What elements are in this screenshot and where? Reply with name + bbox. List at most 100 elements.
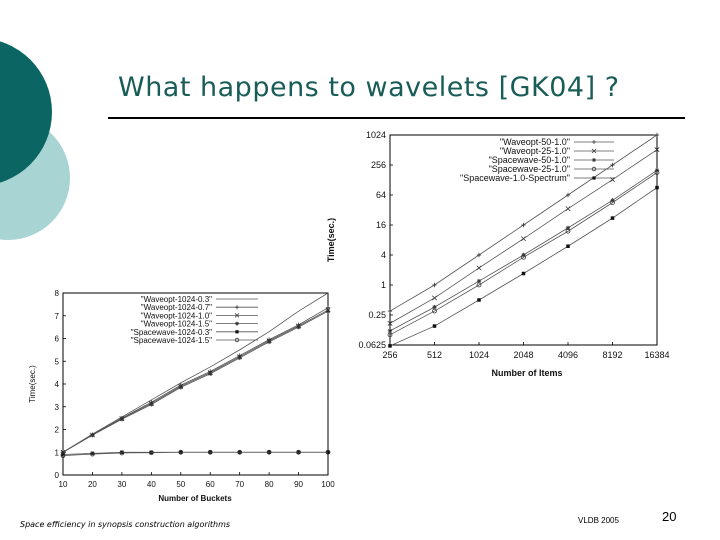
buckets-legend-label: "Waveopt-1024-0.3"	[141, 295, 212, 304]
items-data-point	[432, 324, 437, 328]
items-data-point	[610, 200, 615, 206]
buckets-ytick-label: 7	[55, 312, 60, 321]
items-data-point	[565, 206, 571, 212]
buckets-ytick-label: 8	[55, 289, 60, 298]
buckets-ytick-label: 3	[55, 403, 60, 412]
buckets-data-point	[90, 451, 95, 456]
buckets-data-point	[266, 339, 272, 345]
items-series-line	[389, 187, 658, 347]
items-data-point	[610, 162, 615, 168]
buckets-data-point	[61, 452, 65, 457]
buckets-series-line	[62, 309, 329, 453]
items-data-point	[521, 236, 526, 242]
buckets-data-point	[237, 449, 243, 455]
items-data-point	[654, 132, 660, 138]
buckets-data-point	[178, 385, 183, 390]
buckets-ytick-label: 4	[55, 380, 60, 389]
buckets-xtick-label: 50	[176, 480, 185, 489]
buckets-xtick-label: 20	[88, 480, 97, 489]
items-ylabel: Time(sec.)	[326, 218, 336, 262]
buckets-data-point	[296, 324, 301, 330]
items-xtick-label: 4096	[558, 350, 578, 360]
items-data-point	[521, 222, 526, 228]
buckets-data-point	[119, 450, 125, 456]
items-data-point	[655, 185, 659, 190]
items-data-point	[432, 295, 437, 301]
buckets-legend-label: "Spacewave-1024-0.3"	[131, 328, 212, 337]
items-ytick-label: 4	[381, 250, 386, 260]
items-legend-marker	[592, 140, 596, 144]
buckets-legend-label: "Spacewave-1024-1.5"	[131, 336, 212, 345]
items-data-point	[521, 271, 526, 276]
items-ytick-label: 0.0625	[358, 340, 386, 350]
buckets-xtick-label: 10	[59, 480, 68, 489]
buckets-xtick-label: 100	[321, 480, 335, 489]
items-data-point	[432, 308, 437, 314]
items-data-point	[432, 304, 437, 310]
buckets-series-line	[62, 292, 329, 453]
buckets-data-point	[120, 450, 124, 455]
page-number: 20	[662, 509, 677, 524]
items-data-point	[477, 298, 481, 302]
buckets-data-point	[90, 432, 95, 438]
buckets-data-point	[325, 309, 331, 314]
buckets-xtick-label: 70	[235, 480, 244, 489]
items-chart: 256 512 1024 2048 4096 8192 16384 0.0625 0.25 1 4 1…	[326, 130, 670, 378]
buckets-xtick-label: 80	[265, 480, 274, 489]
items-legend-label: "Spacewave-50-1.0"	[489, 155, 570, 165]
items-legend-label: "Spacewave-1.0-Spectrum"	[460, 173, 570, 183]
items-xtick-label: 512	[427, 350, 442, 360]
buckets-legend-marker	[235, 330, 239, 334]
deco-circle-dark	[0, 41, 52, 183]
items-xlabel: Number of Items	[491, 368, 562, 378]
items-data-point	[565, 228, 571, 234]
items-data-point	[521, 254, 526, 260]
items-data-point	[566, 244, 570, 248]
items-xtick-label: 8192	[602, 350, 622, 360]
items-data-point	[387, 332, 393, 338]
buckets-legend-marker	[234, 337, 240, 343]
items-data-point	[565, 225, 571, 231]
items-legend-label: "Waveopt-50-1.0"	[500, 137, 570, 147]
items-ytick-label: 64	[376, 190, 386, 200]
buckets-xtick-label: 60	[206, 480, 215, 489]
buckets-xlabel: Number of Buckets	[158, 494, 232, 503]
items-data-point	[387, 320, 393, 326]
items-legend-marker	[591, 166, 597, 172]
items-ytick-label: 1	[381, 280, 386, 290]
buckets-data-point	[266, 449, 272, 455]
items-xtick-label: 1024	[469, 350, 489, 360]
buckets-chart: 10 20 30 40 50 60 70 80 90 100 0 1 2 3 4 5 6 7 8 "Waveopt-…	[28, 289, 335, 503]
buckets-data-point	[296, 449, 301, 455]
items-series-line	[389, 172, 658, 336]
buckets-ytick-label: 1	[55, 448, 60, 457]
items-legend-label: "Waveopt-25-1.0"	[500, 146, 570, 156]
buckets-legend-marker	[235, 305, 239, 310]
buckets-ylabel: Time(sec.)	[28, 365, 37, 403]
items-legend-marker	[591, 148, 597, 154]
buckets-ytick-label: 0	[55, 471, 60, 480]
items-data-point	[388, 344, 392, 348]
buckets-data-point	[237, 355, 242, 361]
items-data-point	[432, 282, 437, 288]
buckets-data-point	[60, 453, 66, 459]
buckets-data-point	[207, 449, 213, 455]
items-ytick-label: 0.25	[368, 310, 386, 320]
buckets-legend-marker	[235, 321, 239, 326]
buckets-xtick-label: 90	[294, 480, 303, 489]
slide-title: What happens to wavelets [GK04] ?	[118, 72, 620, 103]
items-series-line	[389, 170, 658, 332]
buckets-legend-marker	[234, 313, 240, 318]
buckets-ytick-label: 5	[55, 357, 60, 366]
items-data-point	[654, 170, 660, 176]
items-data-point	[476, 282, 482, 288]
items-legend-label: "Spacewave-25-1.0"	[489, 164, 570, 174]
items-legend-marker	[592, 176, 596, 180]
items-data-point	[565, 192, 571, 198]
items-data-point	[476, 252, 482, 258]
buckets-legend-label: "Waveopt-1024-1.0"	[141, 311, 212, 320]
items-xtick-label: 2048	[513, 350, 533, 360]
buckets-series-line	[62, 310, 329, 453]
buckets-legend-label: "Waveopt-1024-0.7"	[141, 303, 212, 312]
